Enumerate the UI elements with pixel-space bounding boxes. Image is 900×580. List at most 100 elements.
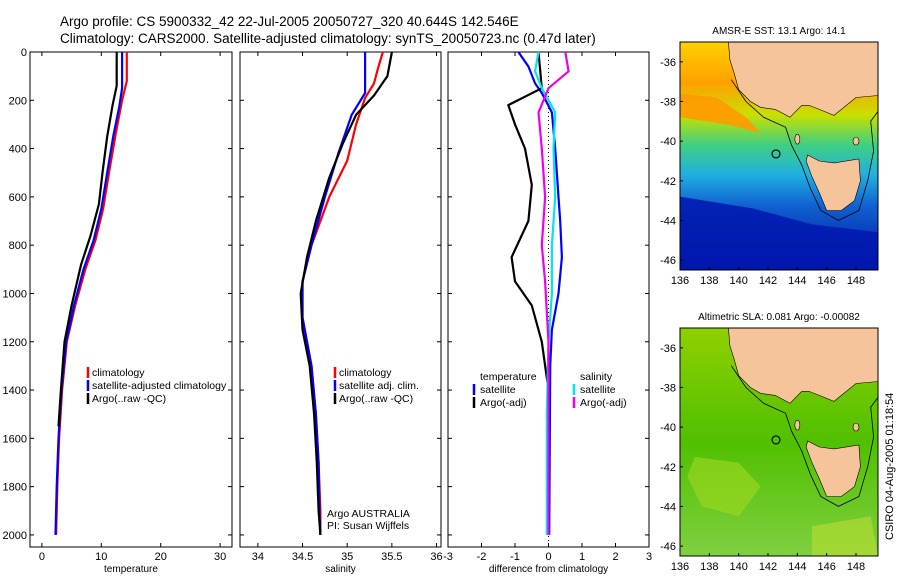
sst_map-frame <box>679 41 879 271</box>
salinity-xtick-label: 35 <box>341 551 353 563</box>
sla_map-mainland <box>728 328 878 404</box>
sla_map-ytick-label: -42 <box>660 462 676 474</box>
salinity-series-line <box>301 51 384 535</box>
difference-xtick-label: -3 <box>443 551 453 563</box>
temperature-frame <box>29 51 233 548</box>
sla_map-argo-marker <box>771 435 781 445</box>
difference-xtick-label: 1 <box>579 551 585 563</box>
side-credit: CSIRO 04-Aug-2005 01:18:54 <box>884 393 896 540</box>
sla_map-flinders-island <box>852 422 860 432</box>
temperature-ytick-label: 400 <box>9 144 27 156</box>
sla_map-title: Altimetric SLA: 0.081 Argo: -0.00082 <box>698 312 860 323</box>
difference-xtick-label: 0 <box>545 551 551 563</box>
sla_map-ytick-label: -36 <box>660 343 676 355</box>
temperature-ytick-label: 1800 <box>3 482 27 494</box>
sst_map-xtick-label: 138 <box>700 275 718 287</box>
temperature-ytick-label: 2000 <box>3 530 27 542</box>
sst_map-mainland <box>728 42 878 118</box>
sla_map-contour <box>730 365 878 507</box>
salinity-xtick-label: 34 <box>252 551 264 563</box>
sst_map-flinders-island <box>852 136 860 146</box>
diff-legend-right-label: satellite <box>580 384 616 396</box>
difference-xtick-label: -2 <box>477 551 487 563</box>
difference-series-line <box>507 51 550 429</box>
sst_map-ytick-label: -46 <box>660 255 676 267</box>
temperature-xtick-label: 30 <box>214 551 226 563</box>
salinity-xlabel: salinity <box>325 564 356 575</box>
sst_map-xtick-label: 142 <box>759 275 777 287</box>
sst_map: AMSR-E SST: 13.1 Argo: 14.1 136 138 140 142 1… <box>660 26 879 287</box>
temperature-ytick-label: 800 <box>9 240 27 252</box>
sla_map-xtick-label: 146 <box>817 561 835 573</box>
sla_map-xtick-label: 136 <box>671 561 689 573</box>
sla_map-ytick-label: -44 <box>660 501 676 513</box>
diff-legend-left-label: temperature <box>480 371 537 383</box>
sst_map-field <box>680 42 878 270</box>
sst_map-argo-marker <box>771 149 781 159</box>
temperature-xlabel: temperature <box>104 564 158 575</box>
temperature-series-line <box>54 52 124 535</box>
difference-xtick-label: 3 <box>646 551 652 563</box>
difference-series-line <box>517 51 564 535</box>
temperature-ytick-label: 200 <box>9 95 27 107</box>
sst_map-xtick-label: 148 <box>847 275 865 287</box>
temperature-legend-label: climatology <box>92 367 145 379</box>
temperature-series-line <box>57 52 118 427</box>
sst_map-ytick-label: -44 <box>660 215 676 227</box>
diff-legend-left-label: Argo(-adj) <box>480 397 527 409</box>
temperature-xtick-label: 20 <box>155 551 167 563</box>
sla_map-xtick-label: 140 <box>729 561 747 573</box>
temperature-legend-label: satellite-adjusted climatology <box>92 380 227 392</box>
temperature-xtick-label: 10 <box>95 551 107 563</box>
temperature-ytick-label: 1000 <box>3 288 27 300</box>
difference-xtick-label: -1 <box>510 551 520 563</box>
temperature-panel: 0 10 20 30 temperature 0 200 400 600 800 1000 1200 1… <box>3 47 233 575</box>
salinity-xtick-label: 36 <box>430 551 442 563</box>
temperature-ytick-label: 600 <box>9 192 27 204</box>
sst_map-king-island <box>794 133 801 145</box>
difference-xlabel: difference from climatology <box>489 564 608 575</box>
sla-patch <box>687 456 761 517</box>
sst_map-ytick-label: -42 <box>660 176 676 188</box>
sla_map-ytick-label: -40 <box>660 422 676 434</box>
salinity-frame <box>239 51 442 548</box>
sst_map-ytick-label: -38 <box>660 96 676 108</box>
temperature-ytick-label: 1600 <box>3 433 27 445</box>
sst-cold-patch <box>680 196 878 270</box>
sla_map: Altimetric SLA: 0.081 Argo: -0.00082 136 1… <box>660 312 879 573</box>
salinity-annotation: PI: Susan Wijffels <box>327 520 409 532</box>
temperature-ytick-label: 1400 <box>3 385 27 397</box>
diff-legend-left-label: satellite <box>480 384 516 396</box>
salinity-xtick-label: 34.5 <box>292 551 313 563</box>
sla_map-frame <box>679 327 879 557</box>
salinity-series-line <box>299 51 393 535</box>
sla_map-field <box>680 328 878 556</box>
sla_map-xtick-label: 144 <box>788 561 806 573</box>
sst_map-xtick-label: 146 <box>817 275 835 287</box>
sla_map-xtick-label: 138 <box>700 561 718 573</box>
salinity-legend-label: satellite adj. clim. <box>339 380 419 392</box>
sst_map-xtick-label: 144 <box>788 275 806 287</box>
temperature-ytick-label: 0 <box>21 47 27 59</box>
temperature-ytick-label: 1200 <box>3 337 27 349</box>
difference-xtick-label: 2 <box>612 551 618 563</box>
sla_map-tasmania <box>805 440 861 497</box>
salinity-annotation: Argo AUSTRALIA <box>327 508 410 520</box>
temperature-legend-label: Argo(..raw -QC) <box>92 393 166 405</box>
difference-panel: -3 -2 -1 0 1 2 3 difference from climatology tem… <box>443 51 652 575</box>
sla_map-ytick-label: -46 <box>660 541 676 553</box>
sla_map-xtick-label: 142 <box>759 561 777 573</box>
sla-patch <box>812 516 878 556</box>
salinity-panel: 34 34.5 35 35.5 36 salinity climatologysatelli… <box>239 51 443 575</box>
sst_map-title: AMSR-E SST: 13.1 Argo: 14.1 <box>712 26 846 37</box>
sla_map-king-island <box>794 419 801 431</box>
figure-title-line1: Argo profile: CS 5900332_42 22-Jul-2005 … <box>60 14 519 29</box>
salinity-legend-label: climatology <box>339 367 392 379</box>
salinity-xtick-label: 35.5 <box>381 551 402 563</box>
sst_map-xtick-label: 140 <box>729 275 747 287</box>
sst_map-ytick-label: -40 <box>660 136 676 148</box>
sst_map-xtick-label: 136 <box>671 275 689 287</box>
figure-title-line2: Climatology: CARS2000. Satellite-adjuste… <box>60 31 596 46</box>
salinity-legend-label: Argo(..raw -QC) <box>339 393 413 405</box>
